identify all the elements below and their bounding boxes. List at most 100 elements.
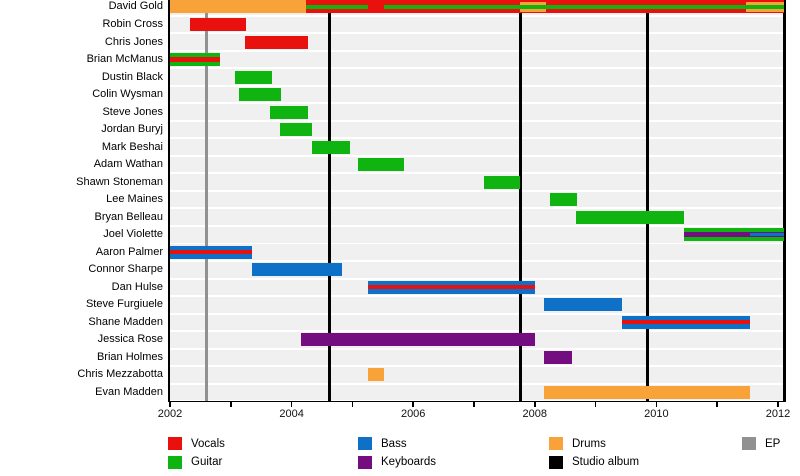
member-label: Adam Wathan — [93, 158, 163, 171]
member-label: Mark Beshai — [101, 140, 163, 153]
axis-tick — [290, 402, 293, 407]
member-label: Robin Cross — [102, 18, 163, 30]
row-band — [169, 34, 785, 50]
bar-guitar — [576, 210, 684, 224]
axis-tick-label: 2004 — [279, 408, 304, 420]
member-label: Shane Madden — [88, 315, 163, 328]
axis-tick — [716, 402, 718, 407]
legend-label: Bass — [381, 437, 407, 450]
bar-vocals — [190, 18, 246, 31]
row-band — [169, 349, 785, 366]
axis-tick — [230, 402, 232, 407]
bar-guitar — [550, 193, 577, 207]
studio-album-line — [327, 0, 331, 401]
bar-guitar — [280, 123, 313, 137]
member-label: Chris Jones — [104, 35, 163, 48]
bar-keyboards — [543, 350, 572, 364]
row-band — [169, 69, 785, 85]
bar-vocals — [244, 35, 308, 49]
member-label: Steve Jones — [102, 105, 163, 118]
legend-swatch-vocals — [168, 437, 182, 450]
member-label: Chris Mezzabotta — [77, 368, 163, 381]
row-band — [169, 191, 785, 208]
member-label: Brian McManus — [86, 53, 163, 66]
axis-tick — [777, 402, 779, 407]
axis-tick-label: 2012 — [765, 408, 791, 420]
legend-label: EP — [765, 437, 781, 450]
row-band — [169, 156, 785, 173]
member-label: Connor Sharpe — [88, 263, 163, 276]
legend-label: Vocals — [191, 437, 225, 450]
axis-tick — [351, 402, 354, 407]
bar-vocals — [368, 285, 535, 290]
row-band — [169, 244, 785, 261]
row-band — [169, 174, 785, 190]
ep-release-line — [204, 0, 208, 401]
studio-album-line — [646, 0, 650, 401]
axis-tick — [594, 402, 597, 407]
row-band — [169, 16, 785, 33]
axis-tick-label: 2010 — [644, 408, 669, 420]
bar-vocals — [621, 320, 751, 325]
axis-tick-label: 2008 — [522, 408, 548, 420]
bar-guitar — [357, 158, 405, 172]
row-band — [169, 104, 785, 120]
member-label: Lee Maines — [106, 193, 163, 206]
axis-tick-label: 2006 — [400, 408, 426, 420]
bar-keyboards — [300, 333, 535, 347]
bar-bass — [543, 298, 622, 312]
member-label: Bryan Belleau — [94, 210, 164, 223]
legend-label: Keyboards — [381, 456, 436, 468]
bar-guitar — [483, 175, 521, 189]
bar-guitar — [235, 70, 273, 84]
legend-swatch-bass — [358, 437, 372, 450]
axis-tick-label: 2002 — [157, 408, 183, 420]
bar-guitar — [312, 140, 350, 154]
axis-tick — [169, 402, 171, 407]
bar-bass — [750, 233, 785, 237]
row-band — [169, 86, 785, 103]
axis-tick — [534, 402, 536, 407]
studio-album-line — [782, 0, 786, 401]
bar-drums — [543, 385, 751, 399]
bar-guitar — [384, 4, 785, 10]
row-band — [169, 367, 785, 383]
legend-swatch-guitar — [168, 455, 182, 469]
member-label: Dustin Black — [101, 70, 163, 83]
legend-swatch-drums — [549, 437, 563, 450]
legend-swatch-ep — [742, 437, 756, 450]
axis-tick — [655, 402, 658, 407]
member-label: Brian Holmes — [96, 350, 163, 363]
member-label: Colin Wysman — [92, 88, 163, 101]
member-label: Jordan Buryj — [101, 123, 163, 136]
legend-label: Drums — [572, 437, 606, 450]
legend-label: Studio album — [572, 456, 640, 468]
member-label: Dan Hulse — [111, 280, 163, 293]
axis-tick — [412, 402, 414, 407]
row-band — [169, 226, 785, 243]
member-label: Jessica Rose — [97, 333, 163, 346]
bar-bass — [252, 263, 343, 277]
bar-guitar — [238, 88, 282, 102]
bar-keyboards — [683, 232, 785, 238]
bar-drums — [368, 368, 384, 382]
member-label: Steve Furgiuele — [85, 298, 163, 311]
member-label: Evan Madden — [95, 385, 163, 398]
legend-label: Guitar — [191, 456, 223, 468]
row-band — [169, 51, 785, 68]
bar-guitar — [306, 4, 369, 10]
legend-swatch-keyboards — [358, 455, 372, 469]
legend-swatch-album — [549, 455, 563, 469]
member-label: David Gold — [108, 0, 163, 13]
axis-tick — [473, 402, 475, 407]
bar-guitar — [269, 105, 308, 119]
row-band — [169, 297, 785, 313]
bar-vocals — [170, 57, 220, 62]
row-band — [169, 121, 785, 138]
plot-left-border — [168, 0, 170, 401]
row-band — [169, 209, 785, 225]
bar-vocals — [170, 250, 253, 255]
member-label: Aaron Palmer — [95, 245, 163, 258]
x-axis-line — [168, 400, 786, 403]
